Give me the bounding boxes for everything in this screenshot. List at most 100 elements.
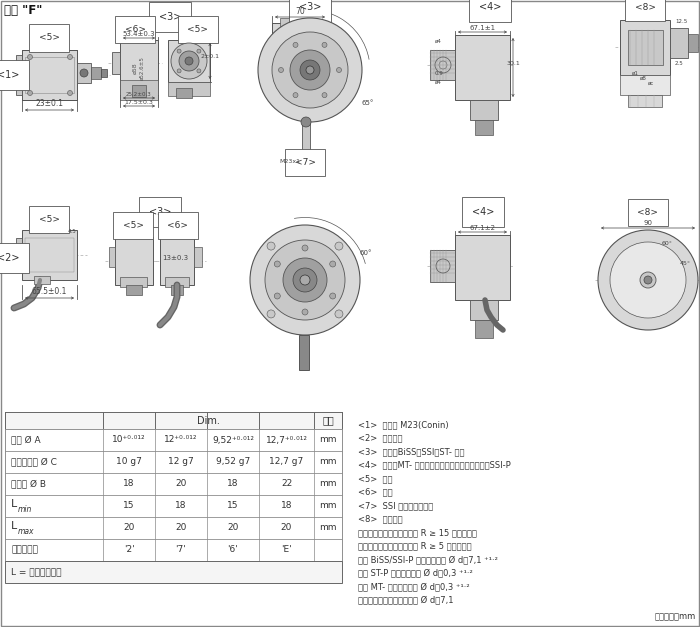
Circle shape <box>300 275 310 285</box>
Text: <2>: <2> <box>0 253 20 263</box>
Circle shape <box>67 55 73 60</box>
Text: 9,52 g7: 9,52 g7 <box>216 458 250 466</box>
Text: 10⁺⁰·⁰¹²: 10⁺⁰·⁰¹² <box>112 436 146 445</box>
Bar <box>475 320 493 338</box>
Circle shape <box>335 242 343 250</box>
Text: 夹紧环 Ø B: 夹紧环 Ø B <box>11 480 46 488</box>
Text: <3>  接口：BiSS、SSI、ST- 并行: <3> 接口：BiSS、SSI、ST- 并行 <box>358 447 465 456</box>
Bar <box>5 451 342 473</box>
Bar <box>5 561 342 583</box>
Text: ø58: ø58 <box>132 62 137 74</box>
Bar <box>120 80 158 100</box>
Circle shape <box>293 43 298 48</box>
Bar <box>91 67 101 79</box>
Text: <7>  SSI 可选括号内的值: <7> SSI 可选括号内的值 <box>358 501 433 510</box>
Text: 22: 22 <box>281 480 292 488</box>
Bar <box>101 69 107 77</box>
Bar <box>632 6 650 20</box>
Circle shape <box>185 57 193 65</box>
Text: 盲轴 Ø A: 盲轴 Ø A <box>11 436 41 445</box>
Bar <box>620 75 670 95</box>
Text: <3>: <3> <box>299 2 321 12</box>
Bar <box>16 55 22 95</box>
Text: mm: mm <box>319 436 337 445</box>
Circle shape <box>335 310 343 318</box>
Text: <4>: <4> <box>479 2 501 12</box>
Text: 12⁺⁰·⁰¹²: 12⁺⁰·⁰¹² <box>164 436 197 445</box>
Text: mm: mm <box>319 524 337 532</box>
Bar <box>5 495 342 517</box>
Text: ø4: ø4 <box>435 80 442 85</box>
Bar <box>194 247 202 267</box>
Text: <3>: <3> <box>149 207 172 217</box>
Circle shape <box>250 225 360 335</box>
Bar <box>115 237 153 285</box>
Bar <box>302 122 310 152</box>
Circle shape <box>302 245 308 251</box>
Text: 18: 18 <box>228 480 239 488</box>
Text: 12 g7: 12 g7 <box>168 458 194 466</box>
Text: 使用 ST-P 接口时的电缆 Ø d：0,3 ⁺¹·²: 使用 ST-P 接口时的电缆 Ø d：0,3 ⁺¹·² <box>358 569 472 577</box>
Bar <box>112 52 120 74</box>
Circle shape <box>293 93 298 98</box>
Bar <box>77 63 91 83</box>
Text: ø4: ø4 <box>435 39 442 44</box>
Text: min: min <box>18 505 32 515</box>
Text: 10 g7: 10 g7 <box>116 458 142 466</box>
Text: L: L <box>11 499 18 509</box>
Bar <box>120 277 147 287</box>
Circle shape <box>610 242 686 318</box>
Circle shape <box>177 49 181 53</box>
Bar <box>34 276 50 284</box>
Text: 'E': 'E' <box>281 545 292 554</box>
Text: '6': '6' <box>228 545 239 554</box>
Circle shape <box>258 18 362 122</box>
Circle shape <box>267 242 275 250</box>
Bar <box>165 277 189 287</box>
Text: <1>: <1> <box>0 70 19 80</box>
Bar <box>109 247 115 267</box>
Text: <8>: <8> <box>634 3 655 12</box>
Text: 60°: 60° <box>662 241 673 246</box>
Text: <3>: <3> <box>159 12 181 22</box>
Bar <box>22 50 77 100</box>
Text: 12,7⁺⁰·⁰¹²: 12,7⁺⁰·⁰¹² <box>265 436 307 445</box>
Circle shape <box>272 32 348 108</box>
Circle shape <box>300 60 320 80</box>
Text: mm: mm <box>319 480 337 488</box>
Text: 18: 18 <box>175 502 187 510</box>
Text: max: max <box>18 527 34 537</box>
Text: 17.5±0.3: 17.5±0.3 <box>125 100 153 105</box>
Bar <box>628 95 662 107</box>
Text: 匹配连接轴 Ø C: 匹配连接轴 Ø C <box>11 458 57 466</box>
Bar <box>120 40 158 95</box>
Bar <box>16 238 22 272</box>
Text: <1>  连接器 M23(Conin): <1> 连接器 M23(Conin) <box>358 420 449 429</box>
Circle shape <box>27 90 32 95</box>
Text: øc: øc <box>648 81 654 86</box>
Text: <8>: <8> <box>638 208 659 217</box>
Text: 53.4±0.3: 53.4±0.3 <box>122 31 155 36</box>
Text: 4.5: 4.5 <box>68 229 77 234</box>
Text: 9,52⁺⁰·⁰¹²: 9,52⁺⁰·⁰¹² <box>212 436 254 445</box>
Bar <box>455 35 510 100</box>
Bar <box>299 335 309 370</box>
Text: 60°: 60° <box>360 250 372 256</box>
Text: 单位: 单位 <box>322 416 334 426</box>
Text: <6>: <6> <box>167 221 188 230</box>
Text: 15: 15 <box>123 502 134 510</box>
Text: 23±0.1: 23±0.1 <box>36 100 64 108</box>
Text: 2.5: 2.5 <box>675 61 684 66</box>
Text: 20: 20 <box>175 480 187 488</box>
Circle shape <box>27 55 32 60</box>
Text: M23x1: M23x1 <box>279 159 300 164</box>
Circle shape <box>274 293 280 299</box>
Circle shape <box>274 261 280 267</box>
Bar <box>5 539 342 561</box>
Circle shape <box>197 69 201 73</box>
Circle shape <box>293 268 317 292</box>
Circle shape <box>265 240 345 320</box>
Bar <box>5 412 342 429</box>
Circle shape <box>267 310 275 318</box>
Bar <box>176 88 192 98</box>
